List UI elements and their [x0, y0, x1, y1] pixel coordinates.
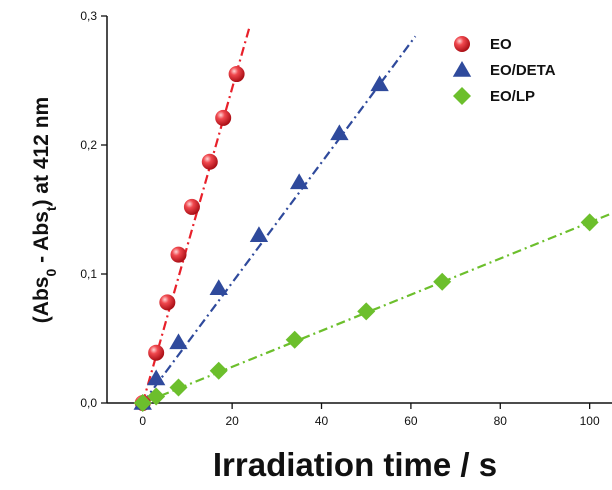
- data-point-eo: [201, 153, 218, 170]
- fit-line-eo-deta: [141, 35, 417, 403]
- legend-label: EO: [490, 36, 512, 53]
- x-tick-label: 60: [404, 414, 418, 428]
- data-point-eo-lp: [133, 394, 152, 412]
- x-axis-label: Irradiation time / s: [213, 446, 497, 483]
- data-point-eo: [159, 294, 176, 311]
- x-tick-label: 80: [494, 414, 508, 428]
- data-point-eo-deta: [209, 279, 228, 295]
- fit-line-eo: [141, 24, 252, 403]
- data-point-eo-lp: [147, 387, 166, 406]
- data-point-eo-lp: [357, 302, 376, 321]
- x-tick-label: 40: [315, 414, 329, 428]
- y-axis-label: (Abs0 - Abst) at 412 nm: [30, 97, 59, 323]
- x-tick-label: 0: [139, 414, 146, 428]
- data-point-eo: [170, 246, 187, 263]
- data-point-eo-lp: [209, 361, 228, 380]
- data-point-eo-lp: [580, 213, 599, 232]
- data-point-eo-deta: [146, 369, 166, 386]
- y-tick-label: 0,3: [80, 9, 97, 23]
- data-point-eo-deta: [249, 226, 269, 243]
- x-tick-label: 20: [225, 414, 239, 428]
- legend-label: EO/DETA: [490, 62, 556, 79]
- y-tick-label: 0,1: [80, 267, 97, 281]
- legend-label: EO/LP: [490, 88, 535, 105]
- legend-marker-eo-lp: [453, 87, 471, 105]
- data-point-eo-deta: [370, 75, 389, 92]
- data-point-eo-lp: [433, 272, 452, 291]
- data-point-eo-deta: [169, 333, 188, 350]
- data-points: [133, 66, 599, 412]
- x-tick-label: 100: [580, 414, 600, 428]
- legend-marker-eo-deta: [452, 61, 472, 77]
- data-point-eo: [215, 109, 232, 126]
- data-point-eo-deta: [289, 173, 309, 190]
- data-point-eo-deta: [330, 124, 349, 141]
- legend-marker-eo: [454, 36, 470, 52]
- data-point-eo-lp: [285, 330, 304, 349]
- data-point-eo-lp: [169, 378, 188, 397]
- data-point-eo: [183, 198, 200, 215]
- legend: EO EO/DETA EO/LP: [452, 36, 556, 105]
- y-tick-label: 0,2: [80, 138, 97, 152]
- axis-ticks: 0 20 40 60 80 100 0,0 0,1 0,2 0,3: [80, 9, 600, 428]
- data-point-eo: [148, 344, 165, 361]
- data-point-eo: [228, 66, 245, 83]
- y-tick-label: 0,0: [80, 396, 97, 410]
